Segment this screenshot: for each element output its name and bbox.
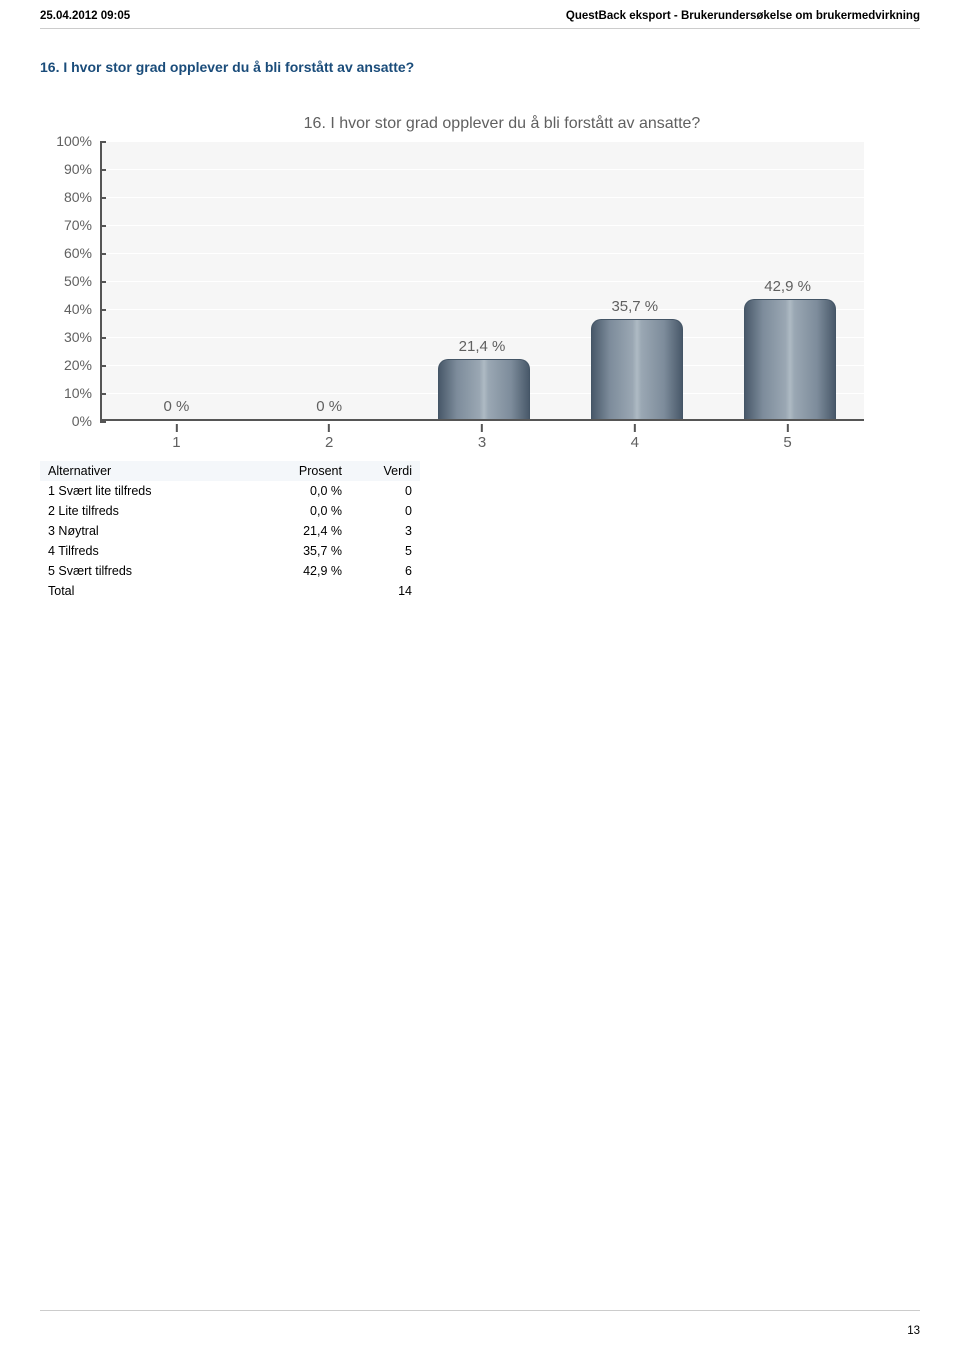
y-axis-label: 40% <box>44 301 98 317</box>
table-cell <box>260 581 350 601</box>
y-axis-label: 70% <box>44 217 98 233</box>
bar-value-label: 0 % <box>163 398 189 415</box>
footer-divider <box>40 1310 920 1311</box>
x-axis-label: 1 <box>172 434 180 451</box>
table-cell: 5 <box>350 541 420 561</box>
gridline <box>102 281 864 282</box>
gridline <box>102 253 864 254</box>
bar-value-label: 0 % <box>316 398 342 415</box>
y-axis-label: 60% <box>44 245 98 261</box>
table-cell: 0,0 % <box>260 501 350 521</box>
table-row: 4 Tilfreds35,7 %5 <box>40 541 420 561</box>
table-cell: 35,7 % <box>260 541 350 561</box>
page-header: 25.04.2012 09:05 QuestBack eksport - Bru… <box>40 10 920 29</box>
bar-value-label: 42,9 % <box>764 278 811 295</box>
table-cell: 6 <box>350 561 420 581</box>
bar-chart: 0%10%20%30%40%50%60%70%80%90%100%10 %20 … <box>44 141 864 451</box>
x-axis-label: 4 <box>631 434 639 451</box>
table-cell: 0 <box>350 481 420 501</box>
gridline <box>102 225 864 226</box>
table-row: 3 Nøytral21,4 %3 <box>40 521 420 541</box>
y-axis-label: 20% <box>44 357 98 373</box>
bar <box>744 299 836 419</box>
table-cell: 0,0 % <box>260 481 350 501</box>
bar-value-label: 35,7 % <box>611 298 658 315</box>
table-cell: 21,4 % <box>260 521 350 541</box>
table-column-header: Prosent <box>260 461 350 481</box>
table-cell: 5 Svært tilfreds <box>40 561 260 581</box>
chart-container: 16. I hvor stor grad opplever du å bli f… <box>44 115 920 451</box>
question-heading: 16. I hvor stor grad opplever du å bli f… <box>40 59 920 75</box>
y-axis-label: 0% <box>44 413 98 429</box>
table-cell: 1 Svært lite tilfreds <box>40 481 260 501</box>
table-row: 2 Lite tilfreds0,0 %0 <box>40 501 420 521</box>
table-row: Total 14 <box>40 581 420 601</box>
data-table: AlternativerProsentVerdi 1 Svært lite ti… <box>40 461 420 601</box>
table-header-row: AlternativerProsentVerdi <box>40 461 420 481</box>
table-cell: Total <box>40 581 260 601</box>
header-date: 25.04.2012 09:05 <box>40 10 130 22</box>
gridline <box>102 141 864 142</box>
gridline <box>102 197 864 198</box>
x-axis-label: 5 <box>783 434 791 451</box>
table-cell: 14 <box>350 581 420 601</box>
y-axis-label: 30% <box>44 329 98 345</box>
page-number: 13 <box>907 1325 920 1337</box>
header-title: QuestBack eksport - Brukerundersøkelse o… <box>566 10 920 22</box>
table-row: 5 Svært tilfreds42,9 %6 <box>40 561 420 581</box>
plot-area <box>100 141 864 421</box>
y-axis-label: 80% <box>44 189 98 205</box>
table-body: 1 Svært lite tilfreds0,0 %02 Lite tilfre… <box>40 481 420 601</box>
table-cell: 42,9 % <box>260 561 350 581</box>
x-axis-label: 3 <box>478 434 486 451</box>
y-axis-label: 10% <box>44 385 98 401</box>
table-row: 1 Svært lite tilfreds0,0 %0 <box>40 481 420 501</box>
y-axis-label: 100% <box>44 133 98 149</box>
y-axis-label: 90% <box>44 161 98 177</box>
table-cell: 3 <box>350 521 420 541</box>
table-cell: 2 Lite tilfreds <box>40 501 260 521</box>
table-cell: 4 Tilfreds <box>40 541 260 561</box>
bar <box>591 319 683 419</box>
table-cell: 0 <box>350 501 420 521</box>
bar <box>438 359 530 419</box>
table-cell: 3 Nøytral <box>40 521 260 541</box>
x-axis-label: 2 <box>325 434 333 451</box>
bar-value-label: 21,4 % <box>459 338 506 355</box>
chart-title: 16. I hvor stor grad opplever du å bli f… <box>84 115 920 133</box>
table-column-header: Verdi <box>350 461 420 481</box>
gridline <box>102 169 864 170</box>
table-column-header: Alternativer <box>40 461 260 481</box>
y-axis-label: 50% <box>44 273 98 289</box>
